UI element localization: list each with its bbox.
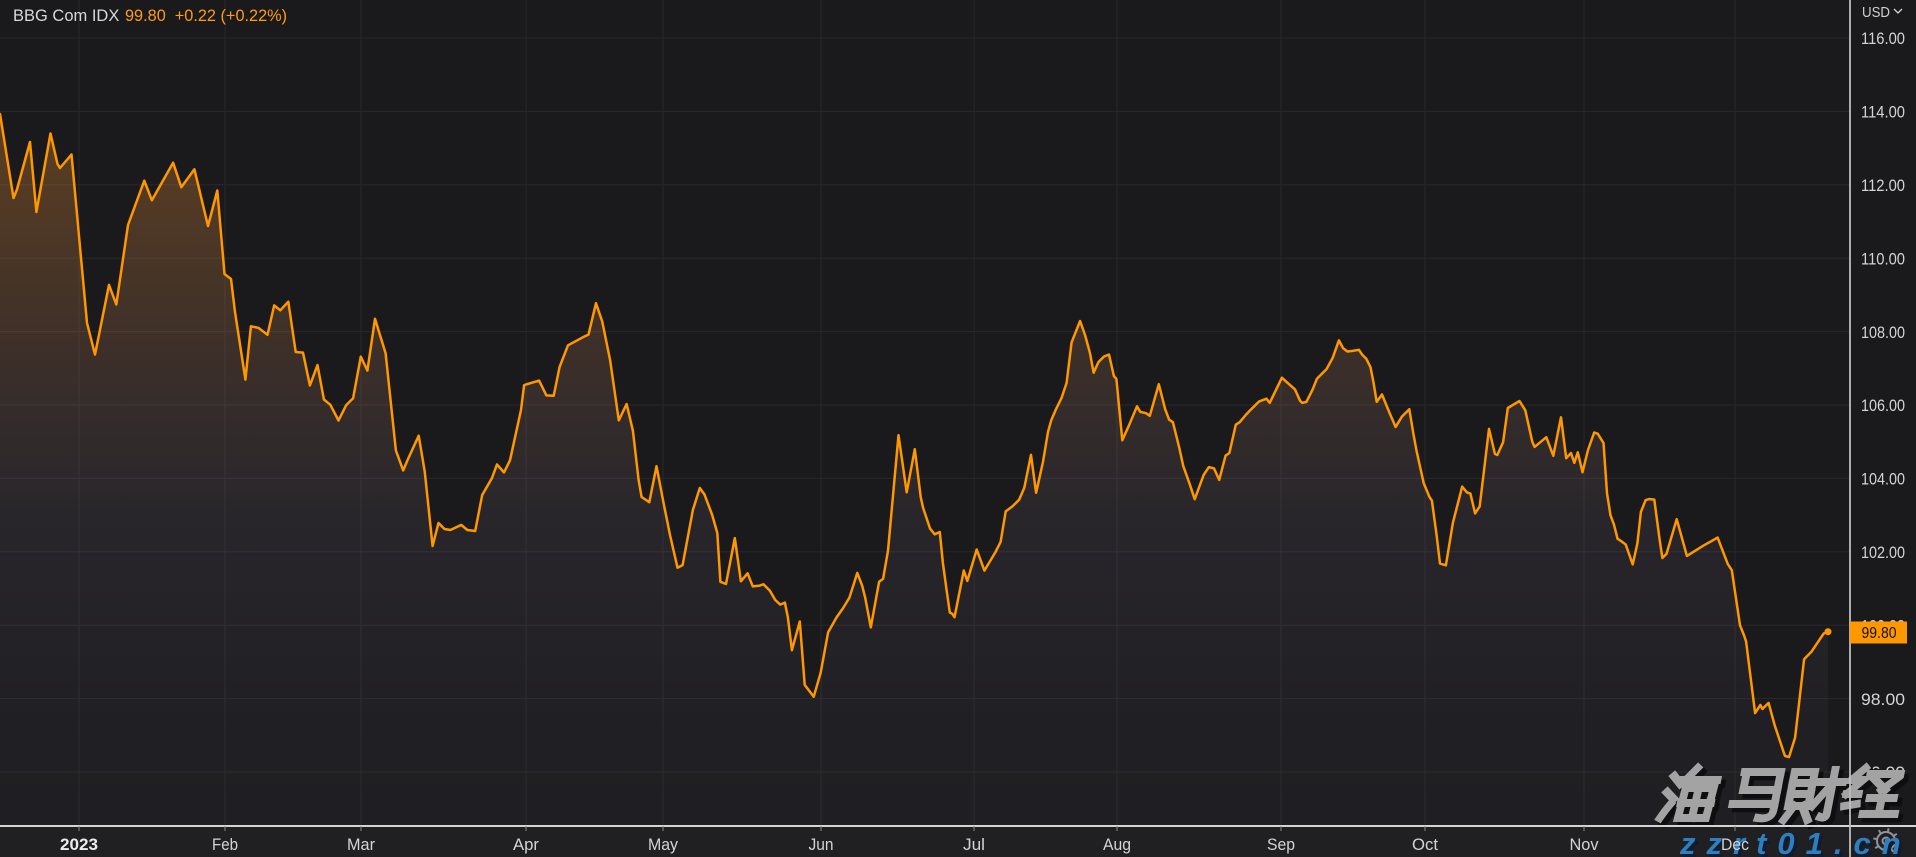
svg-text:116.00: 116.00 <box>1861 29 1905 48</box>
svg-text:98.00: 98.00 <box>1861 690 1905 709</box>
svg-text:114.00: 114.00 <box>1861 103 1905 122</box>
svg-text:USD: USD <box>1862 5 1890 21</box>
svg-text:Jun: Jun <box>809 835 834 854</box>
svg-text:104.00: 104.00 <box>1861 470 1905 489</box>
svg-text:Aug: Aug <box>1103 835 1131 854</box>
svg-text:112.00: 112.00 <box>1861 176 1905 195</box>
svg-text:99.80 +0.22 (+0.22%): 99.80 +0.22 (+0.22%) <box>125 7 287 25</box>
svg-text:Nov: Nov <box>1570 835 1599 854</box>
svg-text:110.00: 110.00 <box>1861 249 1905 268</box>
svg-text:May: May <box>648 835 678 854</box>
svg-text:Jul: Jul <box>963 835 985 854</box>
svg-text:106.00: 106.00 <box>1861 396 1905 415</box>
svg-text:Sep: Sep <box>1267 835 1295 854</box>
svg-text:102.00: 102.00 <box>1861 543 1905 562</box>
svg-text:zzrt01.cn: zzrt01.cn <box>1679 826 1912 857</box>
svg-text:Oct: Oct <box>1412 835 1438 854</box>
svg-text:Apr: Apr <box>513 835 539 854</box>
svg-text:2023: 2023 <box>60 835 98 854</box>
svg-text:108.00: 108.00 <box>1861 323 1905 342</box>
svg-text:Mar: Mar <box>347 835 375 854</box>
svg-text:Feb: Feb <box>212 835 238 854</box>
svg-text:99.80: 99.80 <box>1862 625 1897 642</box>
svg-text:zzrt01.cn: zzrt01.cn <box>1682 829 1915 857</box>
svg-text:Dec: Dec <box>1721 835 1749 854</box>
svg-text:BBG Com IDX: BBG Com IDX <box>13 7 119 25</box>
